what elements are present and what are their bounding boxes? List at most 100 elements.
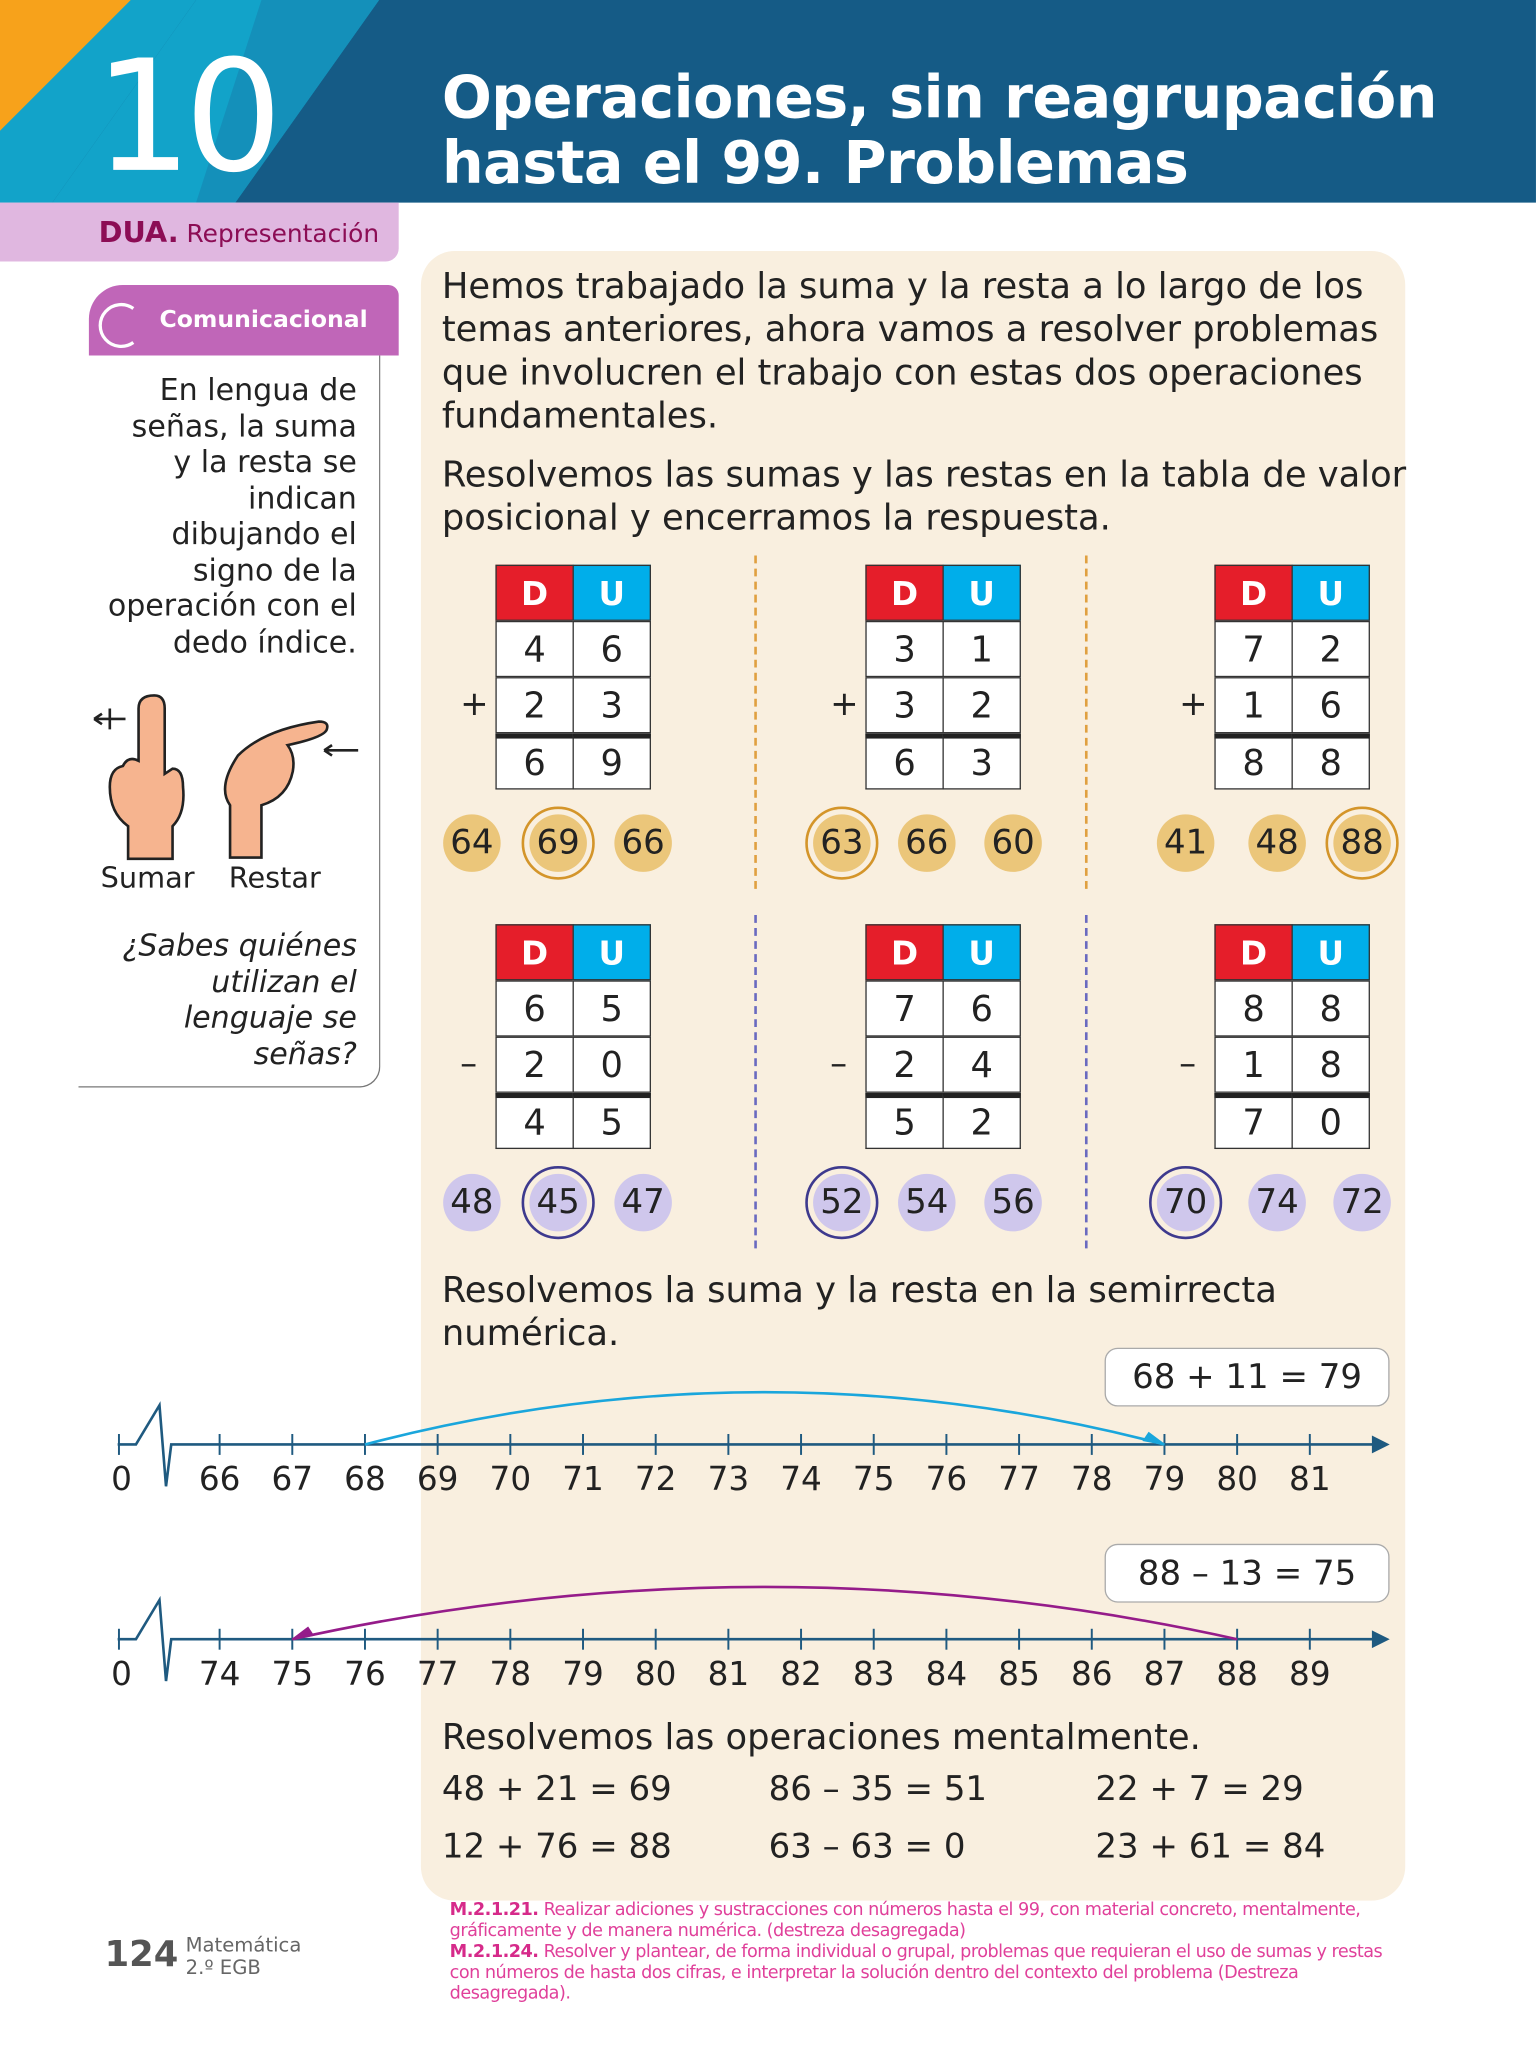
page-number: 124 (104, 1934, 179, 1976)
text-line: lenguaje se (183, 1001, 357, 1036)
digit-cell: 0 (1291, 1092, 1370, 1150)
answer-option[interactable]: 66 (614, 814, 672, 872)
answer-option[interactable]: 64 (443, 814, 501, 872)
tick-label: 77 (416, 1654, 459, 1693)
tick-label: 76 (344, 1654, 386, 1693)
standard-text: Realizar adiciones y sustracciones con n… (449, 1899, 1361, 1942)
sidebar-text: En lengua de señas, la suma y la resta se i… (0, 374, 357, 662)
tick-label: 87 (1143, 1654, 1186, 1693)
operator-sign: + (830, 684, 859, 725)
answer-option[interactable]: 60 (984, 814, 1042, 872)
answer-option[interactable]: 56 (984, 1173, 1042, 1232)
tick-label: 82 (780, 1654, 822, 1693)
answer-option[interactable]: 54 (898, 1173, 956, 1232)
answer-option[interactable]: 74 (1248, 1173, 1306, 1232)
arc-arrow-icon (291, 1626, 315, 1640)
text-line: indican (248, 481, 357, 516)
answer-option-circled[interactable]: 52 (805, 1166, 879, 1240)
arc-arrow-icon (1142, 1431, 1165, 1446)
answer-option-circled[interactable]: 63 (805, 806, 879, 880)
text-line: Hemos trabajado la suma y la resta a lo … (441, 266, 1364, 308)
tick-label: 66 (198, 1460, 241, 1499)
title-line: Operaciones, sin reagrupación (441, 62, 1438, 133)
tick-label: 81 (1289, 1460, 1331, 1499)
tick-label: 78 (1070, 1460, 1113, 1499)
answer-option-circled[interactable]: 69 (521, 806, 595, 880)
tick-label: 68 (344, 1460, 386, 1499)
answer-option[interactable]: 72 (1333, 1173, 1391, 1232)
answer-option-circled[interactable]: 45 (521, 1166, 595, 1240)
axis-line (117, 1401, 1380, 1487)
tick-label: 84 (925, 1654, 968, 1693)
answer-option[interactable]: 66 (898, 814, 956, 872)
equation-box: 68 + 11 = 79 (1104, 1347, 1390, 1407)
tick-label: 0 (111, 1460, 132, 1499)
digit-cell: 6 (495, 733, 574, 790)
operator-sign: – (1179, 1044, 1197, 1084)
text-line: numérica. (441, 1313, 620, 1355)
column-divider (1084, 915, 1088, 1249)
tick-label: 74 (198, 1654, 241, 1693)
tick-label: 0 (111, 1654, 132, 1693)
text-line: señas? (253, 1037, 357, 1072)
tick-label: 80 (634, 1654, 677, 1693)
text-line: posicional y encerramos la respuesta. (441, 498, 1111, 539)
header-decenas: D (865, 564, 944, 621)
operator-sign: + (460, 684, 489, 725)
digit-cell: 6 (942, 980, 1021, 1037)
digit-cell: 8 (1214, 733, 1293, 790)
answer-option[interactable]: 47 (614, 1173, 672, 1232)
tick-label: 70 (489, 1460, 532, 1499)
tick-label: 83 (852, 1654, 895, 1693)
axis-arrow-icon (1371, 1630, 1390, 1649)
text-line: Resolvemos las sumas y las restas en la … (441, 454, 1407, 496)
operator-sign: – (460, 1044, 478, 1084)
answer-option-circled[interactable]: 70 (1149, 1166, 1223, 1240)
tick-label: 77 (998, 1460, 1040, 1499)
dua-label: Representación (186, 219, 380, 249)
digit-cell: 3 (865, 620, 944, 678)
text-line: que involucren el trabajo con estas dos … (441, 352, 1363, 394)
intro-paragraph: Hemos trabajado la suma y la resta a lo … (442, 265, 1378, 438)
digit-cell: 0 (572, 1036, 651, 1093)
digit-cell: 7 (865, 980, 944, 1037)
axis-arrow-icon (1371, 1435, 1390, 1454)
digit-cell: 6 (865, 733, 944, 790)
text-line: y la resta se (173, 445, 357, 480)
c-logo-icon (98, 303, 135, 348)
header-decenas: D (495, 924, 574, 981)
answer-option[interactable]: 48 (443, 1173, 501, 1232)
dua-banner: DUA. Representación (0, 202, 399, 262)
dua-prefix: DUA. (98, 216, 179, 250)
header-unidades: U (572, 564, 651, 621)
column-divider (754, 915, 757, 1249)
chapter-header: 10 Operaciones, sin reagrupación hasta e… (0, 0, 1536, 203)
tick-label: 79 (1143, 1460, 1186, 1499)
operator-sign: – (830, 1044, 848, 1084)
sign-language-hands-icon (93, 694, 359, 861)
answer-option[interactable]: 41 (1156, 814, 1215, 872)
tick-label: 79 (562, 1654, 604, 1693)
digit-cell: 9 (572, 733, 651, 790)
tick-label: 75 (852, 1460, 895, 1499)
digit-cell: 4 (495, 620, 574, 678)
mental-operation: 48 + 21 = 69 (441, 1769, 672, 1810)
number-line-axis (117, 1390, 1390, 1487)
number-line-axis (117, 1585, 1390, 1682)
answer-option[interactable]: 48 (1248, 814, 1306, 872)
tab-label: Comunicacional (159, 305, 368, 334)
answer-option-circled[interactable]: 88 (1325, 806, 1399, 880)
digit-cell: 8 (1214, 980, 1293, 1037)
mental-operation: 63 – 63 = 0 (768, 1827, 966, 1867)
header-unidades: U (942, 924, 1021, 981)
